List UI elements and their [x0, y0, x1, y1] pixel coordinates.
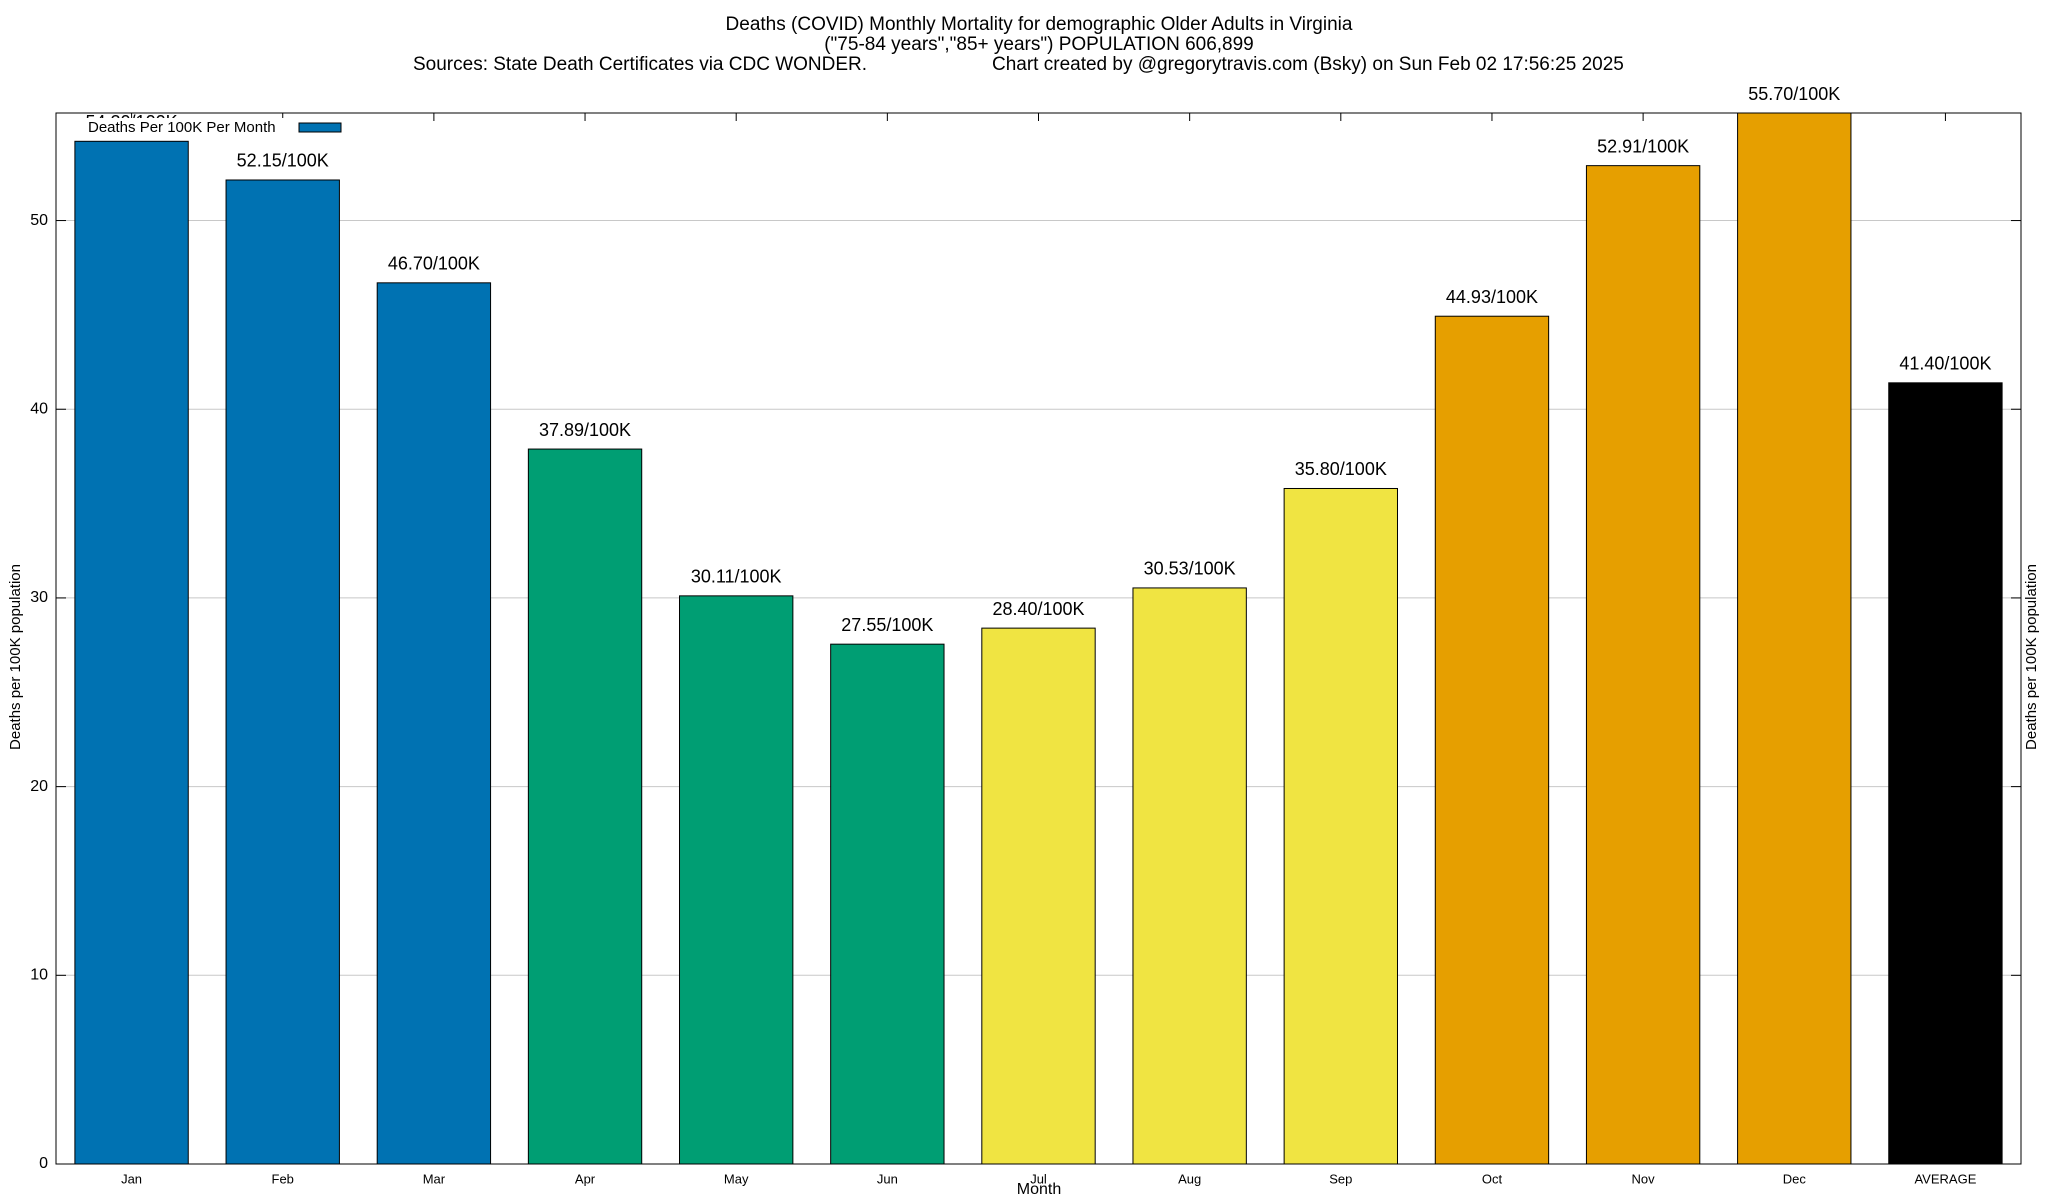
- value-label: 52.91/100K: [1597, 136, 1689, 156]
- chart-subtitle: ("75-84 years","85+ years") POPULATION 6…: [824, 34, 1254, 55]
- bar: [1283, 487, 1398, 1165]
- x-tick-label: Jan: [121, 1171, 142, 1186]
- y-tick-label: 20: [30, 778, 48, 795]
- legend-swatch: [298, 122, 342, 133]
- y-tick-label: 10: [30, 967, 48, 984]
- value-label: 52.15/100K: [237, 151, 329, 171]
- credit-note: Chart created by @gregorytravis.com (Bsk…: [992, 54, 1624, 75]
- value-label: 30.11/100K: [691, 567, 782, 587]
- value-label: 41.40/100K: [1899, 354, 1991, 374]
- value-label: 35.80/100K: [1295, 459, 1387, 479]
- bar: [1585, 165, 1701, 1165]
- bar: [1737, 112, 1852, 1165]
- bar: [830, 643, 945, 1165]
- x-tick-label: Feb: [272, 1171, 294, 1186]
- value-label: 27.55/100K: [841, 615, 933, 635]
- bar: [376, 282, 492, 1165]
- bar: [981, 627, 1096, 1165]
- y-tick-label: 40: [30, 400, 48, 417]
- legend-label: Deaths Per 100K Per Month: [88, 119, 276, 136]
- value-label: 55.70/100K: [1748, 84, 1840, 104]
- y2-axis-title: Deaths per 100K population: [2023, 564, 2040, 750]
- x-tick-label: Jul: [1030, 1171, 1047, 1186]
- value-label: 37.89/100K: [539, 420, 631, 440]
- x-tick-label: AVERAGE: [1914, 1171, 1976, 1186]
- value-label: 28.40/100K: [992, 599, 1084, 619]
- y-axis-title: Deaths per 100K population: [7, 564, 24, 750]
- bar: [74, 140, 189, 1165]
- y-tick-label: 0: [39, 1155, 48, 1172]
- bar: [1888, 382, 2003, 1165]
- x-tick-label: Nov: [1632, 1171, 1656, 1186]
- bar: [679, 595, 794, 1165]
- value-label: 30.53/100K: [1144, 559, 1236, 579]
- chart-title: Deaths (COVID) Monthly Mortality for dem…: [726, 14, 1353, 35]
- bar: [1434, 315, 1550, 1165]
- x-tick-label: May: [724, 1171, 749, 1186]
- x-tick-label: Mar: [423, 1171, 446, 1186]
- x-axis-title: Month: [1017, 1181, 1061, 1198]
- x-tick-label: Dec: [1783, 1171, 1807, 1186]
- x-tick-label: Jun: [877, 1171, 898, 1186]
- bar: [225, 179, 340, 1165]
- x-tick-label: Apr: [575, 1171, 596, 1186]
- y-tick-label: 50: [30, 212, 48, 229]
- source-note: Sources: State Death Certificates via CD…: [413, 54, 867, 75]
- y-tick-label: 30: [30, 589, 48, 606]
- bar: [1132, 587, 1247, 1165]
- value-label: 44.93/100K: [1446, 287, 1538, 307]
- x-tick-label: Aug: [1178, 1171, 1201, 1186]
- x-tick-label: Sep: [1329, 1171, 1352, 1186]
- value-label: 46.70/100K: [388, 254, 480, 274]
- bar: [527, 448, 643, 1165]
- plot-frame: [55, 112, 2022, 1165]
- x-tick-label: Oct: [1482, 1171, 1503, 1186]
